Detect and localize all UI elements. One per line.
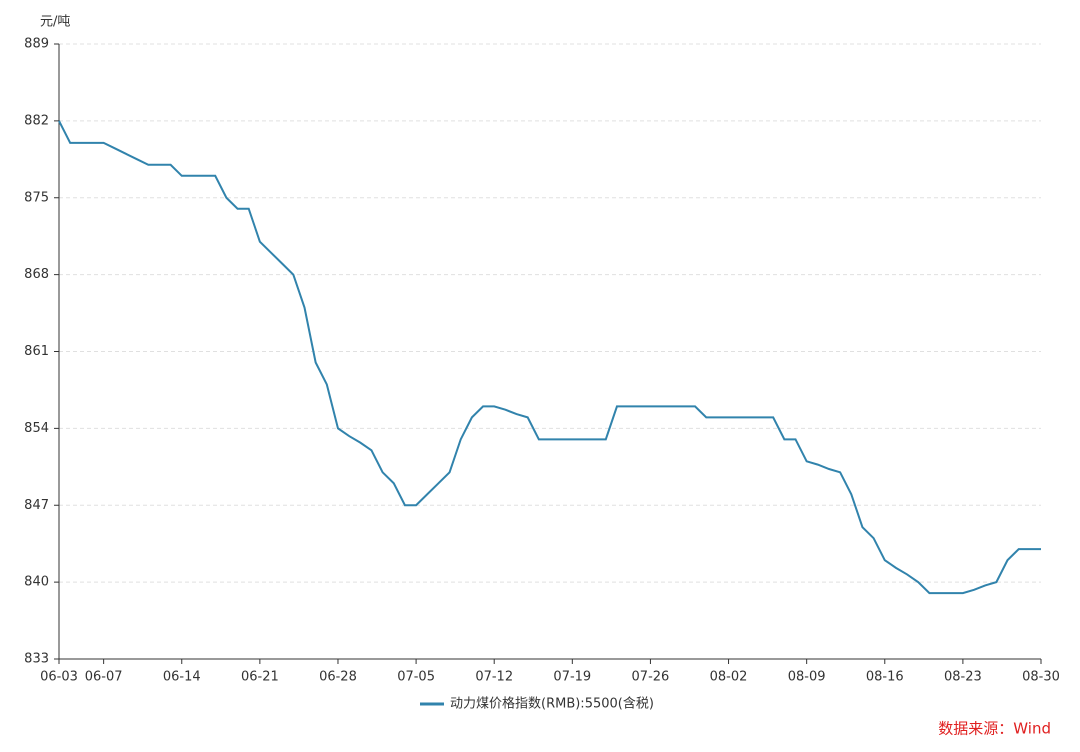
x-tick-label: 07-19 bbox=[553, 670, 591, 685]
y-tick-label: 847 bbox=[24, 498, 49, 513]
x-tick-label: 07-26 bbox=[632, 670, 670, 685]
y-tick-label: 868 bbox=[24, 267, 49, 282]
x-tick-label: 07-05 bbox=[397, 670, 435, 685]
y-tick-label: 861 bbox=[24, 344, 49, 359]
y-tick-label: 854 bbox=[24, 421, 49, 436]
source: 数据来源：Wind bbox=[938, 720, 1051, 738]
x-tick-label: 08-02 bbox=[710, 670, 748, 685]
y-tick-label: 875 bbox=[24, 190, 49, 205]
y-unit: 元/吨 bbox=[40, 15, 70, 30]
x-tick-label: 06-28 bbox=[319, 670, 357, 685]
x-tick-label: 06-07 bbox=[85, 670, 123, 685]
y-tick-label: 833 bbox=[24, 652, 49, 667]
x-tick-label: 08-16 bbox=[866, 670, 904, 685]
line bbox=[58, 120, 1041, 595]
legend-label: 动力煤价格指数(RMB):5500(含税) bbox=[450, 696, 654, 712]
x-tick-label: 07-12 bbox=[475, 670, 513, 685]
x-tick-label: 08-30 bbox=[1022, 670, 1060, 685]
y-tick-label: 889 bbox=[24, 37, 49, 52]
x-tick-label: 06-03 bbox=[40, 670, 78, 685]
x-tick-label: 06-14 bbox=[163, 670, 201, 685]
x-tick-label: 06-21 bbox=[241, 670, 279, 685]
x-tick-label: 08-09 bbox=[788, 670, 826, 685]
y-tick-label: 840 bbox=[24, 575, 49, 590]
x-tick-label: 08-23 bbox=[944, 670, 982, 685]
y-tick-label: 882 bbox=[24, 113, 49, 128]
